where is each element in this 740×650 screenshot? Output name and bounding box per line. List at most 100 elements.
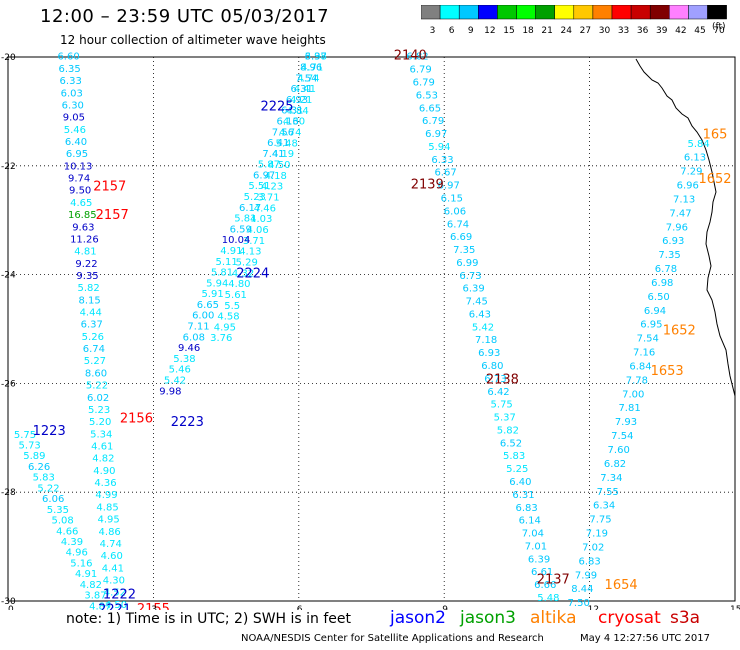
satellite-label-jason3: jason3: [460, 608, 516, 628]
credit-timestamp: May 4 12:27:56 UTC 2017: [580, 633, 710, 644]
wave-height-value: 4.46: [254, 203, 276, 214]
y-tick-label: -30: [1, 597, 16, 607]
legend-level-label: 33: [618, 26, 629, 36]
satellite-label-jason2: jason2: [390, 608, 446, 628]
page-title: 12:00 – 23:59 UTC 05/03/2017: [40, 6, 330, 27]
wave-height-value: 6.41: [267, 138, 289, 149]
wave-height-value: 4.50: [268, 160, 290, 171]
wave-height-value: 6.80: [481, 361, 503, 372]
wave-height-value: 7.04: [522, 529, 544, 540]
wave-height-value: 5.84: [688, 139, 710, 150]
wave-height-value: 7.99: [575, 570, 597, 581]
credit-text: NOAA/NESDIS Center for Satellite Applica…: [241, 633, 544, 644]
wave-height-value: 4.44: [80, 308, 102, 319]
wave-height-value: 6.82: [406, 52, 428, 63]
wave-height-value: 4.74: [297, 73, 319, 84]
wave-height-value: 6.97: [425, 129, 447, 140]
wave-height-value: 3.87: [84, 591, 106, 602]
footer-note: note: 1) Time is in UTC; 2) SWH is in fe…: [66, 611, 352, 627]
legend-level-label: 6: [449, 26, 455, 36]
page-subtitle: 12 hour collection of altimeter wave hei…: [60, 33, 326, 47]
wave-height-value: 6.99: [456, 258, 478, 269]
wave-height-value: 4.80: [228, 279, 250, 290]
wave-height-value: 6.16: [276, 116, 298, 127]
wave-height-value: 4.81: [74, 247, 96, 258]
wave-height-value: 6.52: [500, 438, 522, 449]
wave-height-value: 4.58: [217, 312, 239, 323]
wave-height-value: 4.50: [105, 600, 127, 610]
wave-height-value: 7.96: [666, 222, 688, 233]
pass-time-label: 2155: [137, 602, 170, 610]
satellite-label-altika: altika: [530, 608, 577, 628]
wave-height-value: 6.97: [438, 181, 460, 192]
wave-height-value: 6.83: [515, 503, 537, 514]
wave-height-value: 5.37: [494, 413, 516, 424]
wave-height-value: 7.54: [637, 334, 659, 345]
y-tick-label: -26: [1, 379, 16, 389]
pass-time-label: 2157: [96, 208, 129, 223]
wave-height-value: 6.13: [684, 153, 706, 164]
wave-height-value: 4.60: [101, 551, 123, 562]
wave-height-value: 6.34: [593, 501, 615, 512]
wave-height-value: 4.96: [66, 548, 88, 559]
wave-height-value: 4.36: [94, 478, 116, 489]
wave-height-value: 4.39: [61, 537, 83, 548]
wave-height-value: 5.5: [224, 301, 240, 312]
wave-height-value: 6.15: [441, 193, 463, 204]
legend-swatch: [707, 5, 727, 20]
wave-height-value: 6.43: [469, 309, 491, 320]
wave-height-value: 5.27: [84, 356, 106, 367]
wave-height-value: 7.41: [262, 149, 284, 160]
wave-height-value: 7.78: [626, 375, 648, 386]
wave-height-value: 4.61: [91, 442, 113, 453]
y-tick-label: -20: [1, 53, 16, 63]
legend-unit: (ft): [712, 22, 726, 32]
wave-height-value: 5.08: [51, 516, 73, 527]
wave-height-value: 4.19: [272, 149, 294, 160]
wave-height-value: 4.87: [89, 601, 111, 610]
wave-height-value: 5.73: [19, 441, 41, 452]
legend-level-label: 39: [656, 26, 668, 36]
wave-height-value: 5.94: [206, 278, 228, 289]
wave-height-value: 5.48: [537, 593, 559, 604]
legend-level-label: 15: [503, 26, 514, 36]
wave-height-value: 7.81: [618, 403, 640, 414]
coastline: [635, 58, 736, 397]
wave-height-value: 6.82: [604, 459, 626, 470]
wave-height-value: 4.84: [286, 106, 308, 117]
legend-level-label: 30: [599, 26, 611, 36]
wave-height-value: 7.56: [272, 127, 294, 138]
legend-level-label: 36: [637, 26, 649, 36]
wave-height-value: 7.35: [453, 245, 475, 256]
wave-height-value: 4.91: [75, 569, 97, 580]
map-frame: [7, 56, 736, 602]
wave-height-value: 6.74: [447, 219, 469, 230]
pass-time-label: 2137: [537, 573, 570, 588]
wave-height-value: 5.48: [276, 138, 298, 149]
x-tick-label: 12: [588, 605, 599, 610]
wave-height-value: 8.60: [85, 368, 107, 379]
wave-height-value: 6.37: [81, 320, 103, 331]
wave-height-value: 6.93: [478, 348, 500, 359]
wave-height-value: 6.39: [528, 554, 550, 565]
pass-time-label: 2140: [394, 49, 427, 64]
wave-height-value: 6.73: [459, 271, 481, 282]
pass-time-label: 2156: [120, 412, 153, 427]
wave-height-value: 5.42: [164, 375, 186, 386]
wave-height-value: 4.23: [261, 182, 283, 193]
wave-height-value: 9.74: [68, 174, 90, 185]
wave-height-value: 4.82: [92, 454, 114, 465]
wave-height-value: 5.26: [82, 332, 104, 343]
wave-height-value: 3.98: [305, 52, 327, 63]
legend-level-label: 18: [522, 26, 534, 36]
wave-height-value: 4.90: [93, 466, 115, 477]
wave-height-value: 7.19: [586, 529, 608, 540]
wave-height-value: 6.84: [629, 361, 651, 372]
wave-height-value: 9.50: [69, 186, 91, 197]
wave-height-value: 6.06: [444, 206, 466, 217]
wave-height-value: 4.95: [97, 515, 119, 526]
wave-height-value: 6.40: [509, 477, 531, 488]
wave-height-value: 9.98: [159, 386, 181, 397]
wave-height-value: 8.15: [79, 295, 101, 306]
